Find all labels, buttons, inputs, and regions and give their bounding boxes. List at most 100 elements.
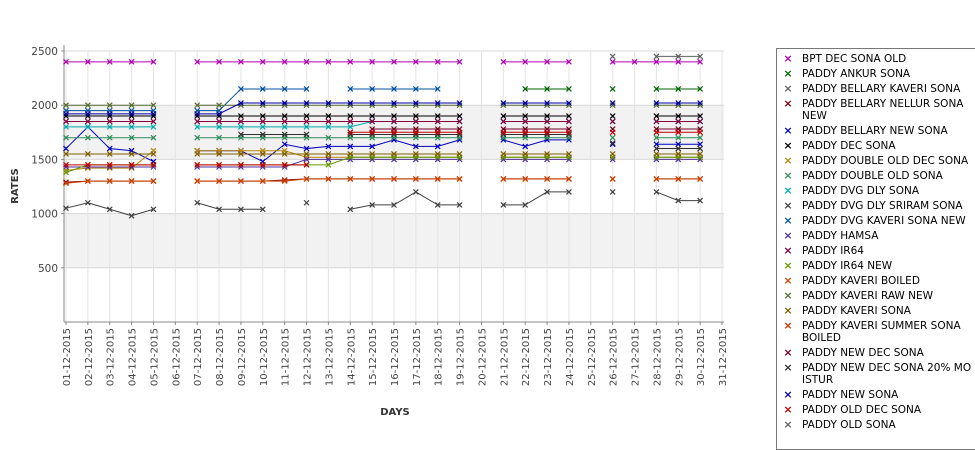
data-point — [391, 102, 397, 109]
legend-label: PADDY KAVERI BOILED — [802, 275, 920, 287]
data-point — [522, 86, 529, 92]
data-point — [369, 131, 376, 138]
data-point — [697, 58, 704, 65]
x-tick-label: 30-12-2015 — [696, 328, 707, 386]
data-point — [391, 136, 397, 143]
legend-marker-icon: × — [783, 184, 793, 197]
legend-label: PADDY DOUBLE OLD DEC SONA — [802, 155, 969, 167]
data-point — [281, 118, 288, 125]
legend-label: PADDY IR64 NEW — [802, 260, 893, 272]
data-point — [238, 161, 244, 168]
data-point — [194, 102, 201, 109]
series-line — [197, 88, 307, 112]
data-point — [653, 134, 660, 141]
legend-marker-icon: × — [783, 229, 793, 242]
data-point — [456, 58, 463, 65]
data-point — [216, 102, 222, 109]
legend-marker-icon: × — [783, 82, 793, 95]
data-point — [675, 156, 682, 163]
data-point — [63, 123, 69, 130]
data-point — [434, 151, 441, 157]
legend-item: × PADDY NEW DEC SONA — [777, 346, 975, 360]
legend-label: PADDY KAVERI SUMMER SONA BOILED — [802, 320, 961, 344]
data-point — [259, 178, 266, 185]
data-point — [609, 102, 616, 109]
data-point — [303, 131, 310, 138]
data-point — [544, 118, 550, 125]
data-point — [697, 151, 704, 157]
data-point — [194, 199, 201, 206]
data-point — [281, 123, 288, 130]
data-point — [675, 100, 682, 106]
data-point — [609, 151, 616, 157]
data-point — [412, 188, 419, 195]
data-point — [456, 131, 463, 138]
legend-marker-icon: × — [783, 97, 793, 110]
x-tick-label: 17-12-2015 — [412, 328, 423, 386]
data-point — [434, 129, 441, 136]
data-point — [106, 113, 113, 119]
data-point — [303, 161, 310, 168]
data-point — [412, 86, 419, 92]
data-point — [216, 178, 222, 185]
data-point — [697, 197, 704, 204]
legend-item: × PADDY DVG KAVERI SONA NEW — [777, 215, 975, 228]
data-point — [544, 100, 550, 106]
data-point — [566, 58, 572, 65]
data-point — [456, 136, 463, 143]
data-point — [63, 118, 69, 125]
data-point — [434, 131, 441, 138]
data-point — [238, 131, 244, 138]
data-point — [412, 102, 419, 109]
y-tick-label: 1000 — [31, 209, 58, 221]
x-tick-label: 08-12-2015 — [215, 328, 226, 386]
data-point — [238, 86, 244, 92]
data-point — [281, 178, 288, 185]
data-point — [216, 58, 222, 65]
data-point — [325, 118, 332, 125]
data-point — [653, 188, 660, 195]
data-point — [128, 113, 135, 119]
data-point — [456, 118, 463, 125]
data-point — [128, 58, 135, 65]
data-point — [347, 118, 354, 125]
data-point — [281, 113, 288, 119]
data-point — [631, 58, 638, 65]
data-point — [369, 129, 376, 136]
data-point — [434, 156, 441, 163]
data-point — [238, 118, 244, 125]
data-point — [653, 151, 660, 157]
data-point — [675, 197, 682, 204]
legend-item: × PADDY NEW DEC SONA 20% MO ISTUR — [777, 362, 975, 387]
legend-item: × PADDY IR64 — [777, 245, 975, 258]
data-point — [456, 202, 463, 208]
data-point — [456, 129, 463, 136]
data-point — [653, 100, 660, 106]
data-point — [150, 102, 157, 109]
legend-label: PADDY OLD DEC SONA — [802, 404, 922, 416]
x-tick-label: 13-12-2015 — [324, 328, 335, 386]
data-point — [522, 102, 529, 109]
data-point — [325, 156, 332, 163]
x-tick-label: 07-12-2015 — [193, 328, 204, 386]
data-point — [522, 58, 529, 65]
data-point — [697, 141, 704, 148]
legend-item: × PADDY BELLARY NELLUR SONA NEW — [777, 97, 975, 123]
x-tick-label: 14-12-2015 — [346, 328, 357, 386]
data-point — [697, 100, 704, 106]
x-tick-label: 16-12-2015 — [390, 328, 401, 386]
data-point — [697, 53, 704, 60]
data-point — [544, 136, 550, 143]
series-line — [503, 191, 569, 206]
data-point — [106, 118, 113, 125]
legend-item: × PADDY DOUBLE OLD DEC SONA — [777, 155, 975, 168]
data-point — [566, 188, 572, 195]
legend-marker-icon: × — [783, 346, 793, 359]
data-point — [675, 175, 682, 182]
data-point — [522, 143, 529, 150]
data-point — [544, 175, 550, 182]
series-16 — [63, 151, 704, 157]
data-point — [609, 134, 616, 141]
data-point — [500, 202, 507, 208]
data-point — [281, 177, 288, 183]
